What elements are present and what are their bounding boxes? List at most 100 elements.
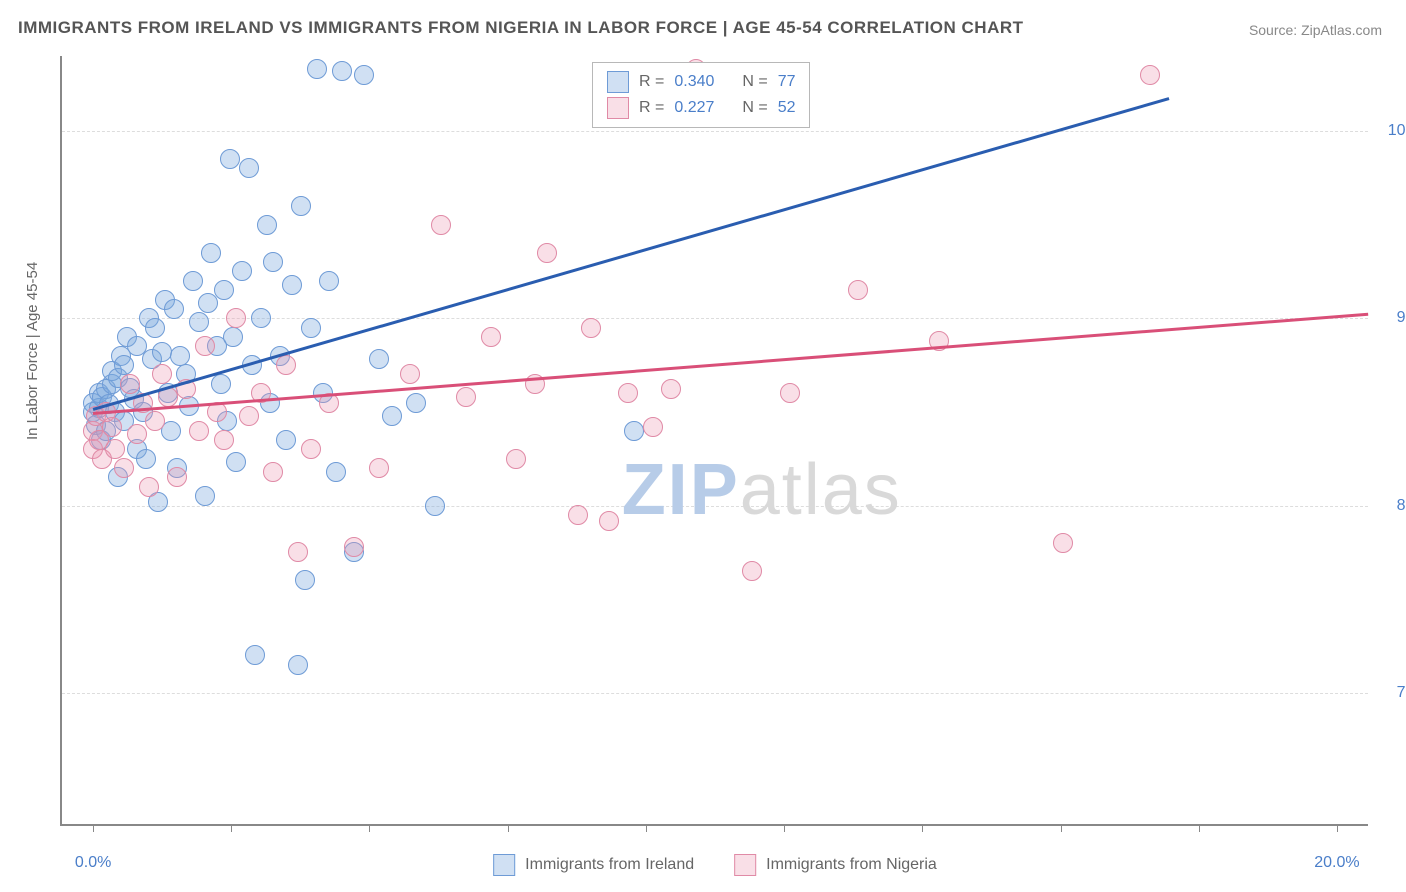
- scatter-point-ireland: [624, 421, 644, 441]
- scatter-point-ireland: [170, 346, 190, 366]
- swatch-icon: [493, 854, 515, 876]
- scatter-point-ireland: [226, 452, 246, 472]
- swatch-icon: [734, 854, 756, 876]
- stat-r-label: R =: [639, 69, 664, 95]
- scatter-point-nigeria: [661, 379, 681, 399]
- scatter-point-ireland: [145, 318, 165, 338]
- legend-label: Immigrants from Nigeria: [766, 856, 937, 874]
- scatter-point-ireland: [239, 158, 259, 178]
- scatter-point-ireland: [326, 462, 346, 482]
- scatter-point-ireland: [354, 65, 374, 85]
- x-tick: [922, 824, 923, 832]
- scatter-point-ireland: [319, 271, 339, 291]
- chart-title: IMMIGRANTS FROM IRELAND VS IMMIGRANTS FR…: [18, 18, 1024, 38]
- scatter-point-nigeria: [456, 387, 476, 407]
- gridline-h: [62, 131, 1368, 132]
- scatter-point-ireland: [195, 486, 215, 506]
- scatter-point-ireland: [232, 261, 252, 281]
- scatter-point-nigeria: [114, 458, 134, 478]
- scatter-point-ireland: [382, 406, 402, 426]
- x-tick: [784, 824, 785, 832]
- scatter-point-nigeria: [195, 336, 215, 356]
- stat-r-value: 0.340: [674, 69, 732, 95]
- scatter-point-ireland: [201, 243, 221, 263]
- scatter-point-ireland: [291, 196, 311, 216]
- y-tick-label: 70.0%: [1397, 684, 1406, 702]
- scatter-point-nigeria: [506, 449, 526, 469]
- scatter-point-ireland: [332, 61, 352, 81]
- scatter-point-nigeria: [102, 417, 122, 437]
- scatter-point-ireland: [406, 393, 426, 413]
- scatter-point-nigeria: [481, 327, 501, 347]
- scatter-point-ireland: [223, 327, 243, 347]
- scatter-point-ireland: [307, 59, 327, 79]
- scatter-point-nigeria: [239, 406, 259, 426]
- scatter-point-nigeria: [599, 511, 619, 531]
- scatter-point-ireland: [189, 312, 209, 332]
- stat-n-label: N =: [742, 95, 767, 121]
- scatter-point-nigeria: [120, 374, 140, 394]
- scatter-point-nigeria: [780, 383, 800, 403]
- scatter-point-nigeria: [848, 280, 868, 300]
- scatter-point-ireland: [152, 342, 172, 362]
- scatter-point-ireland: [301, 318, 321, 338]
- legend-label: Immigrants from Ireland: [525, 856, 694, 874]
- stats-row-nigeria: R = 0.227 N = 52: [607, 95, 795, 121]
- scatter-point-nigeria: [288, 542, 308, 562]
- scatter-point-nigeria: [369, 458, 389, 478]
- scatter-point-ireland: [136, 449, 156, 469]
- swatch-icon: [607, 97, 629, 119]
- scatter-point-nigeria: [400, 364, 420, 384]
- legend-item: Immigrants from Nigeria: [734, 854, 937, 876]
- x-tick: [1337, 824, 1338, 832]
- scatter-point-nigeria: [127, 424, 147, 444]
- scatter-point-ireland: [276, 430, 296, 450]
- scatter-point-ireland: [369, 349, 389, 369]
- scatter-point-nigeria: [167, 467, 187, 487]
- scatter-point-nigeria: [344, 537, 364, 557]
- x-tick-label: 0.0%: [75, 854, 111, 872]
- scatter-point-nigeria: [263, 462, 283, 482]
- stats-box: R =0.340N =77R =0.227N =52: [592, 62, 810, 128]
- scatter-point-ireland: [257, 215, 277, 235]
- y-axis-label: In Labor Force | Age 45-54: [24, 262, 41, 440]
- scatter-point-ireland: [214, 280, 234, 300]
- scatter-point-ireland: [114, 355, 134, 375]
- scatter-point-nigeria: [568, 505, 588, 525]
- trendline-ireland: [93, 97, 1170, 410]
- scatter-point-nigeria: [618, 383, 638, 403]
- x-tick: [1061, 824, 1062, 832]
- stat-n-label: N =: [742, 69, 767, 95]
- scatter-point-ireland: [425, 496, 445, 516]
- scatter-point-ireland: [183, 271, 203, 291]
- stat-r-value: 0.227: [674, 95, 732, 121]
- scatter-point-nigeria: [537, 243, 557, 263]
- scatter-point-nigeria: [139, 477, 159, 497]
- x-tick: [369, 824, 370, 832]
- scatter-point-nigeria: [152, 364, 172, 384]
- plot-area: 70.0%80.0%90.0%100.0%0.0%20.0%ZIPatlasR …: [60, 56, 1368, 826]
- scatter-point-ireland: [288, 655, 308, 675]
- gridline-h: [62, 506, 1368, 507]
- scatter-point-ireland: [245, 645, 265, 665]
- x-tick: [1199, 824, 1200, 832]
- y-tick-label: 90.0%: [1397, 309, 1406, 327]
- stat-n-value: 52: [778, 95, 796, 121]
- scatter-point-nigeria: [742, 561, 762, 581]
- scatter-point-nigeria: [276, 355, 296, 375]
- gridline-h: [62, 693, 1368, 694]
- scatter-point-nigeria: [189, 421, 209, 441]
- source-credit: Source: ZipAtlas.com: [1249, 22, 1382, 38]
- stats-row-ireland: R =0.340N =77: [607, 69, 795, 95]
- scatter-point-nigeria: [226, 308, 246, 328]
- scatter-point-ireland: [164, 299, 184, 319]
- x-tick-label: 20.0%: [1314, 854, 1359, 872]
- scatter-point-ireland: [211, 374, 231, 394]
- bottom-legend: Immigrants from Ireland Immigrants from N…: [493, 854, 937, 876]
- stat-r-label: R =: [639, 95, 664, 121]
- watermark: ZIPatlas: [622, 449, 902, 531]
- y-tick-label: 80.0%: [1397, 497, 1406, 515]
- swatch-icon: [607, 71, 629, 93]
- y-tick-label: 100.0%: [1388, 122, 1406, 140]
- scatter-point-nigeria: [1140, 65, 1160, 85]
